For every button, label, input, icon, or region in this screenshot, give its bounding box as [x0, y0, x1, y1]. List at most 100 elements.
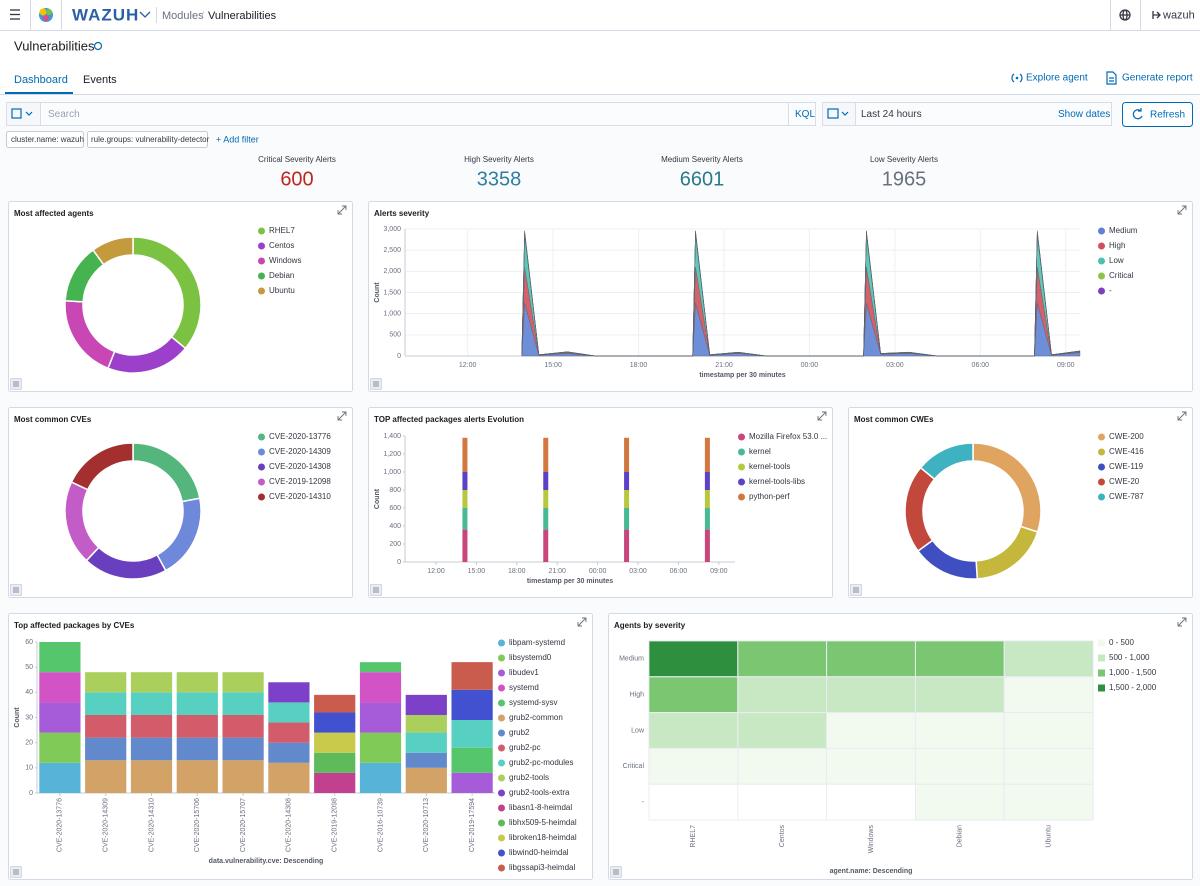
expand-button[interactable] — [1177, 205, 1187, 215]
filter-pill[interactable] — [87, 131, 208, 148]
legend-label[interactable]: CWE-200 — [1109, 432, 1144, 441]
legend-label[interactable]: grub2-pc-modules — [509, 758, 573, 767]
metric-label: Low Severity Alerts — [870, 155, 938, 164]
y-tick-label: 30 — [25, 714, 33, 721]
expand-button[interactable] — [337, 205, 347, 215]
legend-swatch — [258, 272, 265, 280]
legend-label[interactable]: python-perf — [749, 492, 790, 501]
legend-label[interactable]: Critical — [1109, 271, 1134, 280]
tab-active[interactable]: Dashboard — [14, 74, 68, 86]
generate-report-link[interactable]: Generate report — [1122, 73, 1193, 84]
bar-segment — [359, 702, 402, 733]
info-icon[interactable] — [93, 41, 103, 51]
legend-swatch — [1098, 227, 1105, 235]
legend-label[interactable]: libasn1-8-heimdal — [509, 803, 572, 812]
legend-label[interactable]: kernel — [749, 447, 771, 456]
legend-label[interactable]: 1,500 - 2,000 — [1109, 683, 1157, 692]
app-logo[interactable] — [39, 8, 53, 22]
menu-button[interactable] — [10, 9, 20, 20]
legend-label[interactable]: grub2-tools-extra — [509, 788, 570, 797]
legend-label[interactable]: Ubuntu — [269, 286, 295, 295]
legend-swatch — [498, 819, 505, 827]
legend-label[interactable]: CVE-2020-14308 — [269, 462, 331, 471]
expand-button[interactable] — [817, 411, 827, 421]
quick-date-button[interactable] — [822, 102, 856, 126]
legend-label[interactable]: CVE-2020-14309 — [269, 447, 331, 456]
bar-segment — [314, 712, 356, 733]
legend-label[interactable]: libsystemd0 — [509, 653, 552, 662]
legend-label[interactable]: CWE-20 — [1109, 477, 1140, 486]
x-tick-label: Windows — [868, 825, 875, 854]
legend-label[interactable]: libudev1 — [509, 668, 539, 677]
legend-label[interactable]: Debian — [269, 271, 294, 280]
help-menu[interactable] — [1119, 9, 1131, 21]
legend-label[interactable]: Medium — [1109, 226, 1138, 235]
legend-label[interactable]: libroken18-heimdal — [509, 833, 577, 842]
brand[interactable]: WAZUH — [72, 5, 139, 24]
legend-label[interactable]: CWE-787 — [1109, 492, 1144, 501]
legend-label[interactable]: 500 - 1,000 — [1109, 653, 1150, 662]
legend-label[interactable]: RHEL7 — [269, 226, 295, 235]
legend-label[interactable]: High — [1109, 241, 1125, 250]
x-tick-label: 18:00 — [508, 568, 526, 575]
heatmap-cell — [737, 712, 827, 749]
x-axis-title: data.vulnerability.cve: Descending — [209, 858, 324, 865]
legend-label[interactable]: CVE-2020-13776 — [269, 432, 331, 441]
search-input[interactable]: Search — [48, 109, 80, 120]
legend-label[interactable]: systemd-sysv — [509, 698, 557, 707]
legend-label[interactable]: systemd — [509, 683, 539, 692]
legend-toggle-icon — [373, 381, 379, 387]
x-axis-title: agent.name: Descending — [830, 868, 913, 875]
filter-pill[interactable] — [6, 131, 84, 148]
explore-icon[interactable] — [1011, 73, 1023, 83]
legend-label[interactable]: libhx509-5-heimdal — [509, 818, 577, 827]
expand-button[interactable] — [1177, 617, 1187, 627]
legend-label[interactable]: 0 - 500 — [1109, 638, 1134, 647]
add-filter-button[interactable]: + Add filter — [216, 134, 259, 144]
legend-label[interactable]: CVE-2019-12098 — [269, 477, 331, 486]
explore-agent-link[interactable]: Explore agent — [1026, 73, 1088, 84]
legend-label[interactable]: kernel-tools — [749, 462, 790, 471]
explore-icon[interactable] — [1015, 76, 1019, 80]
panel-title: TOP affected packages alerts Evolution — [374, 415, 524, 424]
expand-button[interactable] — [577, 617, 587, 627]
expand-button[interactable] — [1177, 411, 1187, 421]
legend-label[interactable]: libgssapi3-heimdal — [509, 863, 575, 872]
logout-icon[interactable] — [1152, 11, 1161, 19]
query-language-button[interactable]: KQL — [795, 109, 815, 120]
legend-label[interactable]: CVE-2020-14310 — [269, 492, 331, 501]
legend-label[interactable]: grub2-pc — [509, 743, 541, 752]
legend-swatch — [1098, 272, 1105, 280]
heatmap-cell — [826, 748, 916, 785]
legend-label[interactable]: libpam-systemd — [509, 638, 565, 647]
breadcrumb[interactable]: Modules — [162, 10, 204, 22]
legend-label[interactable]: CWE-119 — [1109, 462, 1144, 471]
y-tick-label: 1,200 — [383, 451, 401, 458]
y-tick-label: 2,500 — [383, 247, 401, 254]
show-dates-link[interactable]: Show dates — [1058, 109, 1110, 120]
legend-label[interactable]: libwind0-heimdal — [509, 848, 569, 857]
saved-query-button[interactable] — [6, 102, 41, 126]
heatmap-cell — [648, 640, 739, 678]
user-name[interactable]: wazuh — [1162, 9, 1195, 21]
legend-label[interactable]: Mozilla Firefox 53.0 ... — [749, 432, 827, 441]
time-range[interactable]: Last 24 hours — [861, 109, 922, 120]
x-tick-label: 03:00 — [886, 362, 904, 369]
bar-segment — [314, 752, 356, 773]
legend-label[interactable]: - — [1109, 286, 1112, 295]
brand-chevron[interactable] — [139, 11, 151, 18]
tab[interactable]: Events — [83, 74, 117, 86]
legend-label[interactable]: kernel-tools-libs — [749, 477, 805, 486]
legend-label[interactable]: grub2-common — [509, 713, 563, 722]
legend-label[interactable]: Windows — [269, 256, 301, 265]
legend-label[interactable]: CWE-416 — [1109, 447, 1144, 456]
x-tick-label: 18:00 — [630, 362, 648, 369]
legend-label[interactable]: Low — [1109, 256, 1124, 265]
report-icon[interactable] — [1106, 71, 1117, 85]
legend-label[interactable]: grub2-tools — [509, 773, 549, 782]
legend-label[interactable]: grub2 — [509, 728, 530, 737]
expand-button[interactable] — [337, 411, 347, 421]
legend-label[interactable]: Centos — [269, 241, 294, 250]
refresh-button[interactable] — [1122, 102, 1193, 127]
legend-label[interactable]: 1,000 - 1,500 — [1109, 668, 1157, 677]
